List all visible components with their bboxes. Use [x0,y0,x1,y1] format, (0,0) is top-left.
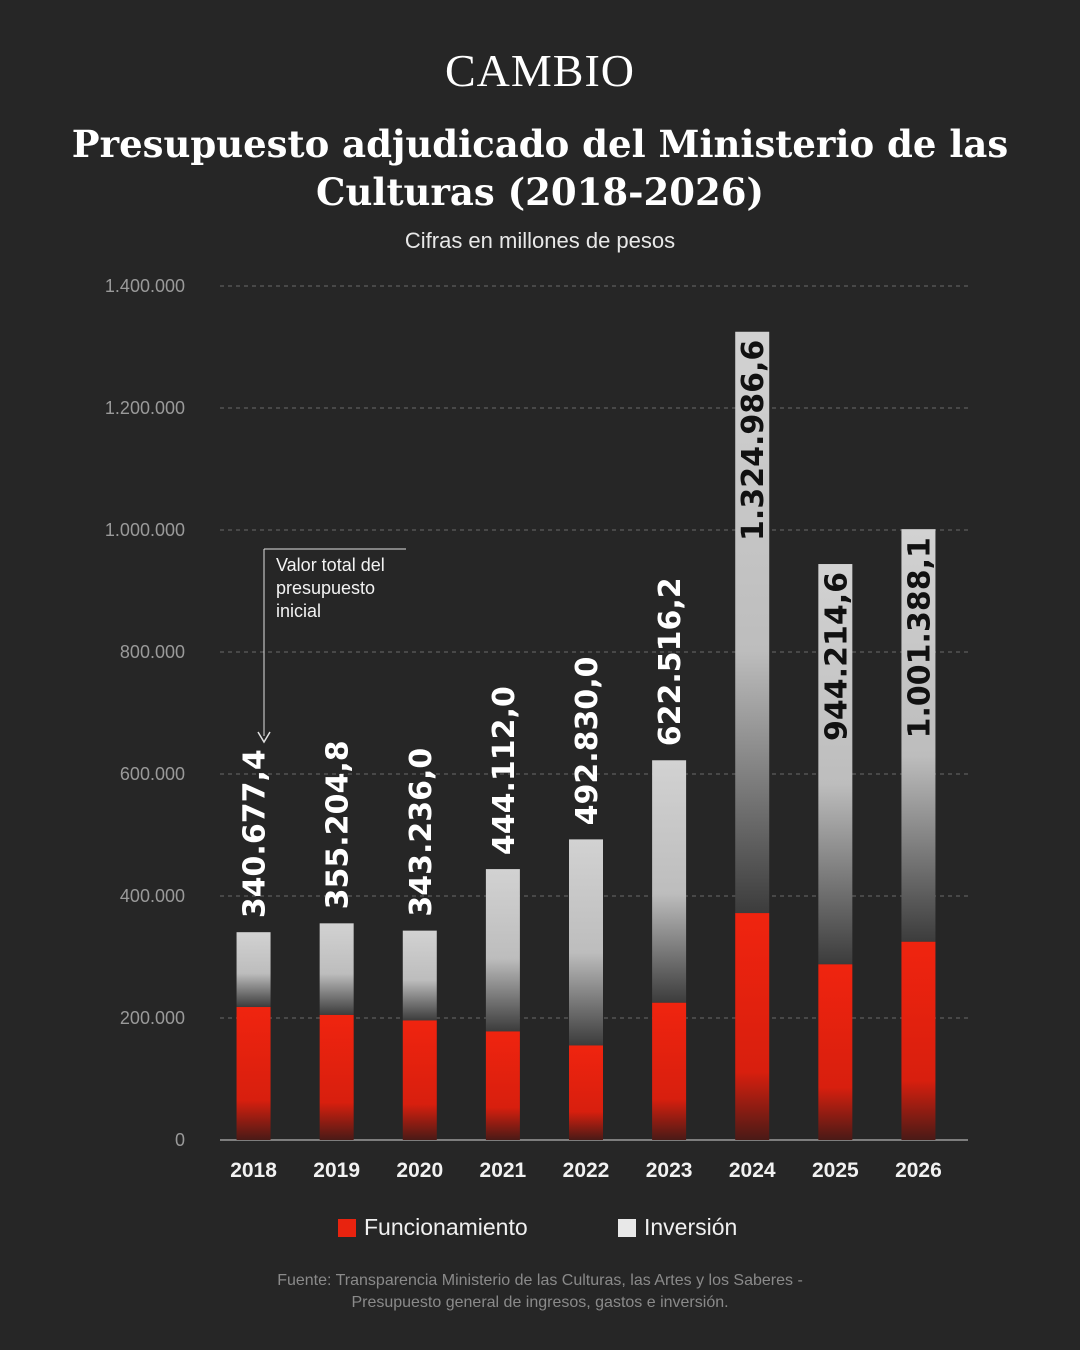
chart-title: Presupuesto adjudicado del Ministerio de… [71,122,1009,214]
bars [236,331,936,1140]
total-label: 944.214,6 [819,572,854,741]
y-tick-label: 600.000 [120,764,185,784]
bar-chart: 0 200.000 400.000 600.000 800.000 1.000.000 1.… [105,276,968,1182]
x-tick-label: 2025 [812,1159,859,1182]
y-tick-label: 1.000.000 [105,520,185,540]
legend-swatch-funcionamiento [338,1218,356,1237]
y-tick-label: 400.000 [120,886,185,906]
total-label: 622.516,2 [653,577,688,746]
x-tick-label: 2021 [480,1159,527,1182]
total-label: 340.677,4 [238,749,273,918]
arrow-head-icon [257,731,271,744]
annotation-text: Valor total del presupuesto inicial [276,555,385,621]
total-label: 343.236,0 [404,748,439,917]
chart-subtitle: Cifras en millones de pesos [404,228,676,253]
x-tick-label: 2023 [646,1159,693,1182]
bar-inversion [901,529,936,942]
bar-inversion [236,932,271,1008]
x-tick-label: 2022 [563,1159,610,1182]
y-axis: 0 200.000 400.000 600.000 800.000 1.000.000 1.… [105,276,185,1150]
bar-inversion [652,760,687,1003]
brand-logo: CAMBIO [444,45,636,96]
bar-inversion [569,839,603,1046]
total-label: 492.830,0 [570,656,605,825]
y-tick-label: 800.000 [120,642,185,662]
x-tick-label: 2020 [396,1159,443,1182]
legend-label-inversion: Inversión [644,1214,738,1240]
total-label: 444.112,0 [487,686,522,855]
bar-funcionamiento [236,1007,271,1140]
x-axis: 2018 2019 2020 2021 2022 2023 2024 2025 2026 [230,1159,942,1182]
annotation-arrow [257,548,406,744]
y-tick-label: 200.000 [120,1008,185,1028]
legend-item-funcionamiento: Funcionamiento [338,1214,528,1241]
legend-item-inversion: Inversión [618,1214,737,1241]
x-tick-label: 2018 [230,1159,277,1182]
x-tick-label: 2024 [729,1159,776,1182]
x-tick-label: 2019 [313,1159,360,1182]
bar-inversion [402,930,437,1021]
bar-funcionamiento [818,964,853,1140]
bar-funcionamiento [735,913,770,1140]
total-labels: 340.677,4 355.204,8 343.236,0 444.112,0 492.… [238,340,938,918]
bar-funcionamiento [652,1002,687,1140]
x-tick-label: 2026 [895,1159,942,1182]
source-note: Fuente: Transparencia Ministerio de las … [277,1272,803,1311]
bar-funcionamiento [319,1014,354,1140]
bar-inversion [485,869,520,1032]
legend-label-funcionamiento: Funcionamiento [364,1214,528,1240]
total-label: 1.324.986,6 [736,340,771,541]
bar-inversion [818,564,853,965]
total-label: 355.204,8 [321,740,356,909]
bar-inversion [735,331,770,914]
legend-swatch-inversion [618,1218,636,1237]
bar-funcionamiento [569,1045,603,1140]
y-tick-label: 0 [175,1130,185,1150]
bar-funcionamiento [901,941,936,1140]
bar-funcionamiento [402,1020,437,1140]
total-label: 1.001.388,1 [902,537,937,738]
bar-funcionamiento [485,1031,520,1140]
bar-inversion [319,923,354,1015]
y-tick-label: 1.200.000 [105,398,185,418]
y-tick-label: 1.400.000 [105,276,185,296]
legend: Funcionamiento Inversión [0,1214,1080,1246]
